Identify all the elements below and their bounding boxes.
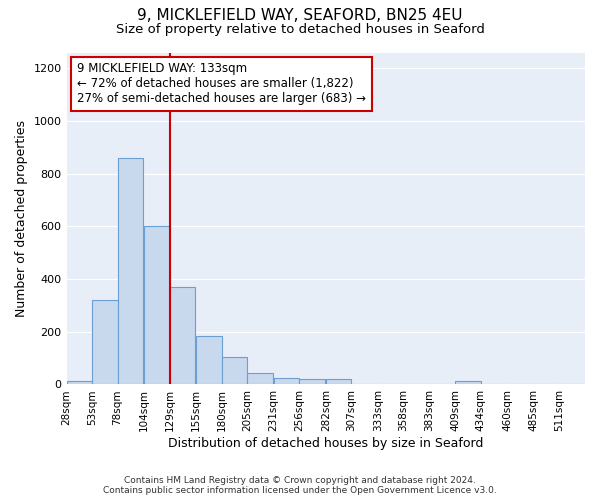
Bar: [221, 357, 247, 384]
Bar: [118, 158, 143, 384]
Bar: [247, 372, 273, 384]
Bar: [274, 378, 299, 384]
Bar: [299, 379, 325, 384]
X-axis label: Distribution of detached houses by size in Seaford: Distribution of detached houses by size …: [168, 437, 484, 450]
Bar: [92, 300, 118, 384]
Text: Size of property relative to detached houses in Seaford: Size of property relative to detached ho…: [116, 22, 484, 36]
Bar: [67, 380, 92, 384]
Bar: [326, 379, 351, 384]
Bar: [144, 226, 170, 384]
Text: Contains HM Land Registry data © Crown copyright and database right 2024.
Contai: Contains HM Land Registry data © Crown c…: [103, 476, 497, 495]
Y-axis label: Number of detached properties: Number of detached properties: [15, 120, 28, 317]
Bar: [455, 380, 481, 384]
Bar: [196, 336, 221, 384]
Text: 9 MICKLEFIELD WAY: 133sqm
← 72% of detached houses are smaller (1,822)
27% of se: 9 MICKLEFIELD WAY: 133sqm ← 72% of detac…: [77, 62, 366, 106]
Bar: [170, 287, 195, 384]
Text: 9, MICKLEFIELD WAY, SEAFORD, BN25 4EU: 9, MICKLEFIELD WAY, SEAFORD, BN25 4EU: [137, 8, 463, 22]
